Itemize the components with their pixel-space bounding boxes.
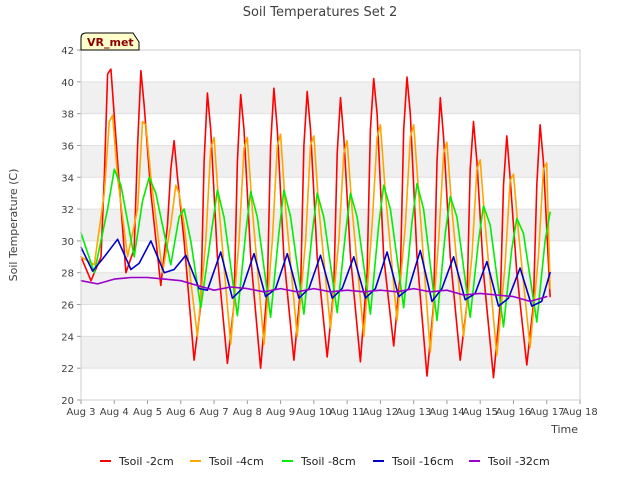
x-tick-label: Aug 17	[529, 407, 564, 418]
legend-label: Tsoil -2cm	[118, 455, 174, 468]
x-tick-label: Aug 11	[329, 407, 364, 418]
x-tick-label: Aug 9	[266, 407, 295, 418]
x-tick-label: Aug 6	[166, 407, 195, 418]
y-tick-label: 22	[61, 364, 74, 375]
station-badge: VR_met	[80, 32, 140, 51]
legend-label: Tsoil -8cm	[300, 455, 356, 468]
grid-band	[81, 113, 580, 146]
legend: Tsoil -2cm Tsoil -4cm Tsoil -8cm Tsoil -16c…	[100, 455, 550, 468]
grid-band	[81, 81, 580, 114]
series-lines	[80, 68, 551, 379]
legend-label: Tsoil -32cm	[487, 455, 550, 468]
y-tick-label: 36	[61, 141, 74, 152]
series-line-1	[80, 114, 551, 357]
y-tick-label: 38	[61, 110, 74, 121]
grid-band	[81, 145, 580, 178]
x-tick-label: Aug 12	[363, 407, 398, 418]
x-axis-ticks: Aug 3 Aug 4 Aug 5 Aug 6 Aug 7 Aug 8 Aug 9 Aug 1…	[66, 400, 598, 418]
x-tick-label: Aug 13	[396, 407, 431, 418]
y-tick-label: 30	[61, 237, 74, 248]
x-tick-label: Aug 18	[562, 407, 597, 418]
station-badge-label: VR_met	[87, 36, 134, 49]
plot-area-border	[80, 49, 581, 401]
legend-label: Tsoil -16cm	[391, 455, 454, 468]
series-line-4	[80, 276, 548, 303]
grid-bands	[81, 49, 580, 401]
legend-item: Tsoil -16cm	[373, 455, 454, 468]
x-tick-label: Aug 14	[429, 407, 464, 418]
chart-title: Soil Temperatures Set 2	[243, 5, 398, 20]
x-tick-label: Aug 4	[100, 407, 129, 418]
y-tick-label: 24	[61, 332, 74, 343]
legend-item: Tsoil -32cm	[469, 455, 550, 468]
x-tick-label: Aug 7	[200, 407, 229, 418]
grid-band	[81, 368, 580, 400]
x-tick-label: Aug 10	[296, 407, 331, 418]
legend-label: Tsoil -4cm	[208, 455, 264, 468]
x-tick-label: Aug 3	[66, 407, 95, 418]
y-tick-label: 34	[61, 173, 74, 184]
grid-band	[81, 336, 580, 369]
x-axis-label: Time	[550, 423, 578, 436]
y-tick-label: 20	[61, 396, 74, 407]
grid-band	[81, 50, 580, 82]
legend-item: Tsoil -2cm	[100, 455, 174, 468]
y-tick-label: 32	[61, 205, 74, 216]
series-line-2	[80, 168, 551, 328]
grid-band	[81, 177, 580, 210]
y-tick-label: 42	[61, 46, 74, 57]
x-tick-label: Aug 15	[462, 407, 497, 418]
series-line-0	[80, 68, 551, 379]
y-axis-ticks: 20 22 24 26 28 30 32 34 36 38 40 42	[61, 46, 81, 407]
y-axis-label: Soil Temperature (C)	[7, 169, 20, 282]
x-tick-label: Aug 5	[133, 407, 162, 418]
legend-item: Tsoil -4cm	[190, 455, 264, 468]
y-tick-label: 26	[61, 301, 74, 312]
x-tick-label: Aug 16	[496, 407, 531, 418]
y-tick-label: 28	[61, 269, 74, 280]
legend-item: Tsoil -8cm	[282, 455, 356, 468]
y-tick-label: 40	[61, 78, 74, 89]
x-tick-label: Aug 8	[233, 407, 262, 418]
